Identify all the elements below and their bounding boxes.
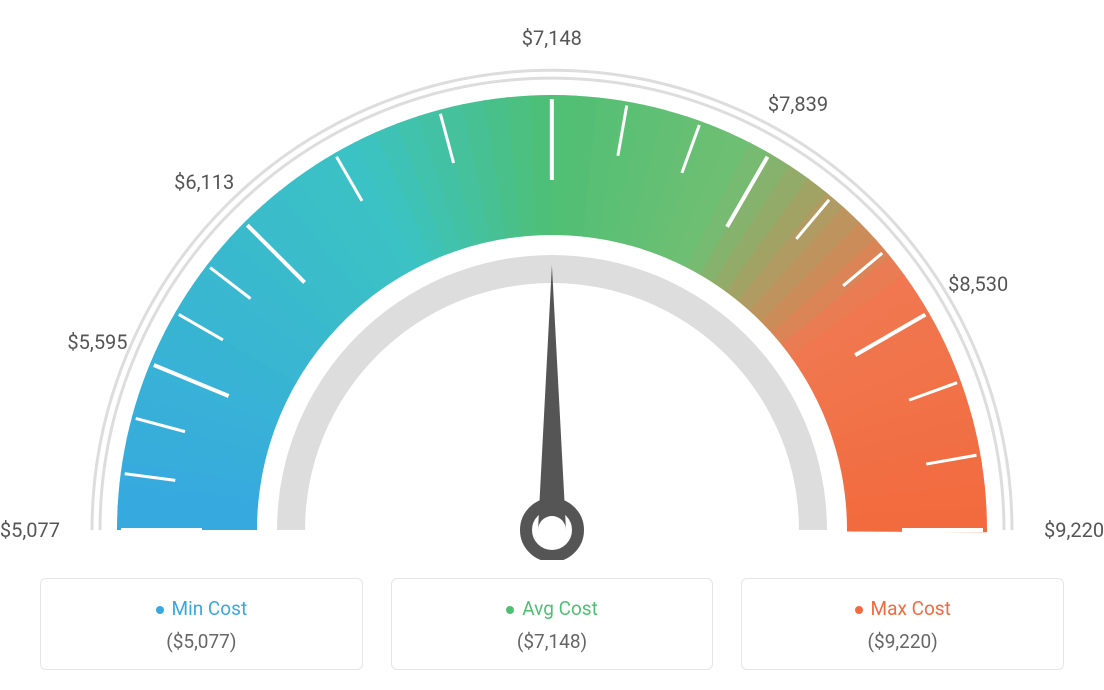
tick-label: $7,839 (768, 92, 828, 116)
dot-icon (855, 606, 863, 614)
tick-label: $6,113 (174, 170, 234, 194)
legend-card-min: Min Cost ($5,077) (40, 578, 363, 670)
tick-label: $9,220 (1044, 518, 1104, 542)
legend-title-min-text: Min Cost (172, 597, 248, 620)
legend-title-min: Min Cost (51, 597, 352, 620)
dot-icon (156, 606, 164, 614)
tick-label: $7,148 (522, 26, 582, 50)
tick-label: $5,077 (0, 518, 60, 542)
legend-card-avg: Avg Cost ($7,148) (391, 578, 714, 670)
legend-row: Min Cost ($5,077) Avg Cost ($7,148) Max … (40, 578, 1064, 670)
legend-card-max: Max Cost ($9,220) (741, 578, 1064, 670)
dot-icon (506, 606, 514, 614)
cost-gauge-chart: $5,077 $5,595 $6,113 $7,148 $7,839 $8,530 $9,2… (0, 0, 1104, 690)
gauge-svg (0, 0, 1104, 560)
legend-value-min: ($5,077) (51, 630, 352, 653)
legend-title-max-text: Max Cost (871, 597, 951, 620)
legend-value-avg: ($7,148) (402, 630, 703, 653)
legend-title-avg: Avg Cost (402, 597, 703, 620)
legend-title-max: Max Cost (752, 597, 1053, 620)
legend-value-max: ($9,220) (752, 630, 1053, 653)
tick-label: $8,530 (948, 272, 1008, 296)
legend-title-avg-text: Avg Cost (522, 597, 598, 620)
tick-label: $5,595 (67, 330, 127, 354)
gauge-area: $5,077 $5,595 $6,113 $7,148 $7,839 $8,530 $9,2… (0, 0, 1104, 560)
